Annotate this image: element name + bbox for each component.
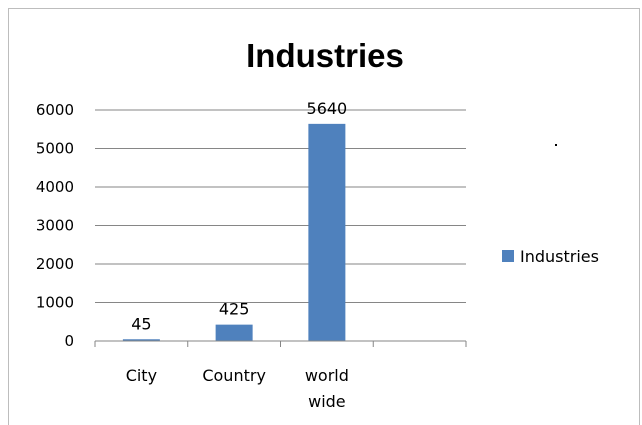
data-label: 425 (219, 300, 250, 319)
legend-swatch (502, 250, 514, 262)
x-category-label: world (305, 366, 349, 385)
x-category-label: City (126, 366, 157, 385)
bar (308, 123, 346, 341)
data-label: 45 (131, 314, 151, 333)
bar (215, 324, 253, 341)
bar (122, 339, 160, 341)
data-labels: 45 425 5640 (131, 99, 347, 333)
y-axis-ticks: 0 1000 2000 3000 4000 5000 6000 (36, 101, 74, 350)
x-axis-categories: City Country world wide (126, 366, 349, 411)
stray-mark (555, 144, 557, 146)
y-tick-label: 6000 (36, 101, 74, 119)
y-tick-label: 2000 (36, 255, 74, 273)
y-tick-label: 4000 (36, 178, 74, 196)
x-category-label: wide (308, 392, 346, 411)
chart-title: Industries (246, 37, 404, 74)
y-tick-label: 0 (64, 332, 74, 350)
data-label: 5640 (307, 99, 348, 118)
x-category-label: Country (202, 366, 266, 385)
bars (122, 123, 346, 341)
gridlines (95, 109, 466, 303)
y-tick-label: 1000 (36, 294, 74, 312)
legend: Industries (502, 247, 599, 266)
x-axis (94, 340, 467, 347)
legend-label: Industries (520, 247, 599, 266)
y-tick-label: 5000 (36, 140, 74, 158)
y-tick-label: 3000 (36, 217, 74, 235)
